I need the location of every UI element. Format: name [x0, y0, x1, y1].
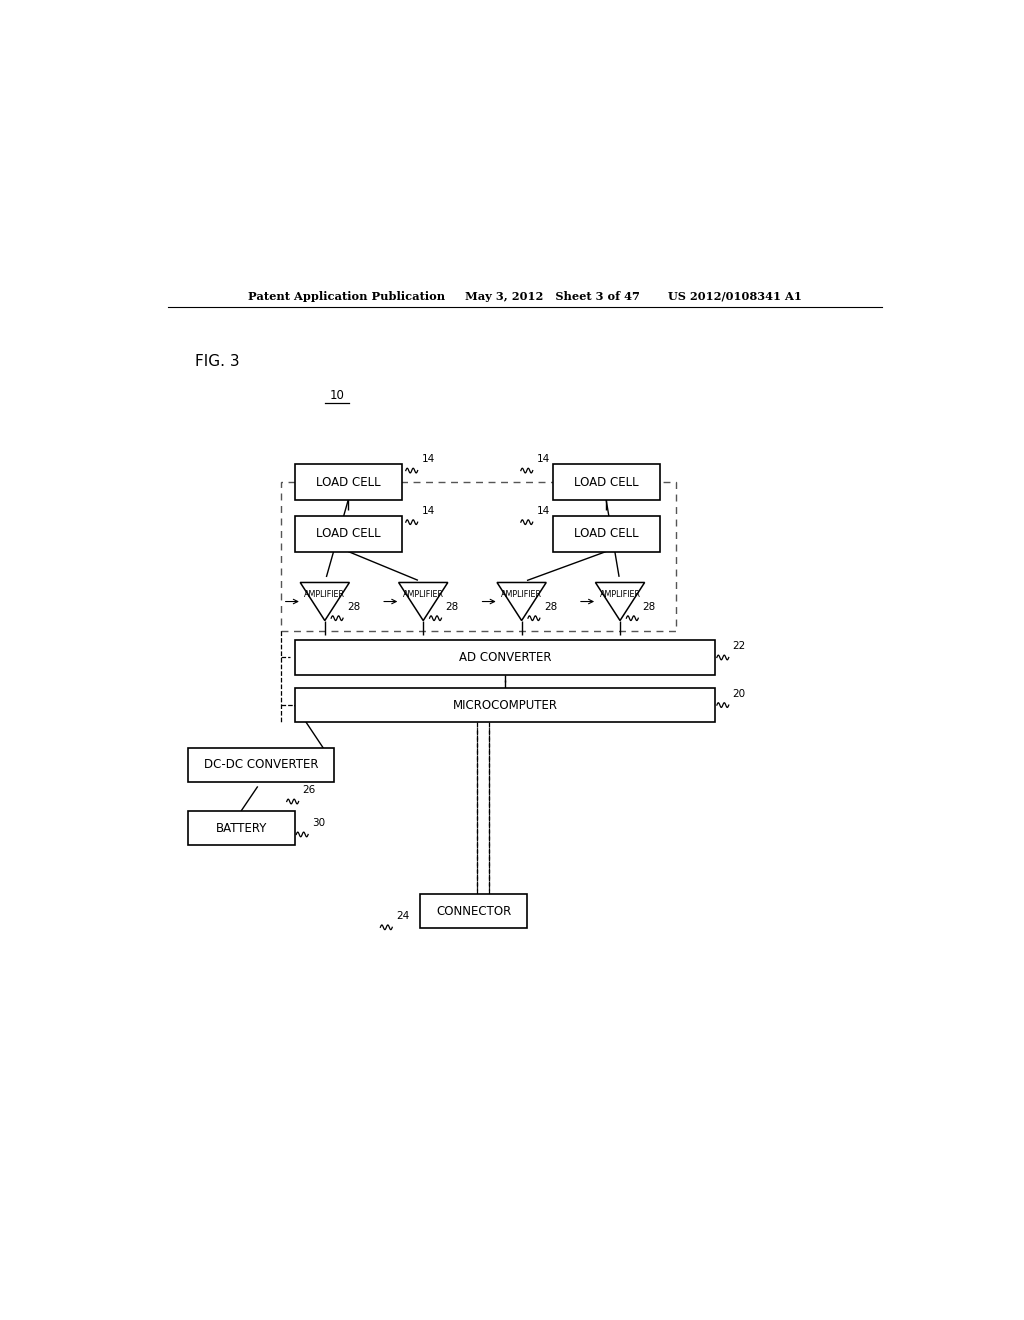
Text: 30: 30 [312, 818, 326, 828]
Text: Patent Application Publication     May 3, 2012   Sheet 3 of 47       US 2012/010: Patent Application Publication May 3, 20… [248, 292, 802, 302]
Text: MICROCOMPUTER: MICROCOMPUTER [453, 698, 557, 711]
Text: LOAD CELL: LOAD CELL [316, 527, 381, 540]
Bar [295, 640, 716, 675]
Text: 10: 10 [330, 388, 344, 401]
Text: 14: 14 [422, 454, 435, 465]
Text: 20: 20 [733, 689, 745, 698]
Bar [187, 810, 295, 845]
Text: LOAD CELL: LOAD CELL [573, 527, 638, 540]
Bar [295, 465, 401, 500]
Bar [282, 482, 676, 631]
Bar [187, 747, 334, 781]
Text: AMPLIFIER: AMPLIFIER [402, 590, 443, 599]
Text: 28: 28 [642, 602, 655, 612]
Text: 28: 28 [445, 602, 459, 612]
Text: 14: 14 [537, 506, 550, 516]
Bar [295, 688, 716, 722]
Text: 14: 14 [537, 454, 550, 465]
Bar [295, 516, 401, 552]
Text: LOAD CELL: LOAD CELL [316, 475, 381, 488]
Text: BATTERY: BATTERY [215, 821, 267, 834]
Polygon shape [300, 582, 349, 620]
Text: AMPLIFIER: AMPLIFIER [599, 590, 641, 599]
Text: CONNECTOR: CONNECTOR [436, 906, 511, 917]
Text: FIG. 3: FIG. 3 [196, 354, 240, 368]
Text: DC-DC CONVERTER: DC-DC CONVERTER [204, 758, 318, 771]
Bar [420, 895, 527, 928]
Text: 28: 28 [544, 602, 557, 612]
Polygon shape [398, 582, 447, 620]
Text: 14: 14 [422, 506, 435, 516]
Bar [553, 465, 659, 500]
Text: 22: 22 [733, 642, 745, 651]
Text: AMPLIFIER: AMPLIFIER [304, 590, 345, 599]
Text: AMPLIFIER: AMPLIFIER [501, 590, 542, 599]
Text: LOAD CELL: LOAD CELL [573, 475, 638, 488]
Text: AD CONVERTER: AD CONVERTER [459, 651, 551, 664]
Text: 28: 28 [347, 602, 360, 612]
Text: 26: 26 [303, 785, 315, 795]
Polygon shape [497, 582, 546, 620]
Polygon shape [595, 582, 645, 620]
Text: 24: 24 [396, 911, 410, 921]
Bar [553, 516, 659, 552]
